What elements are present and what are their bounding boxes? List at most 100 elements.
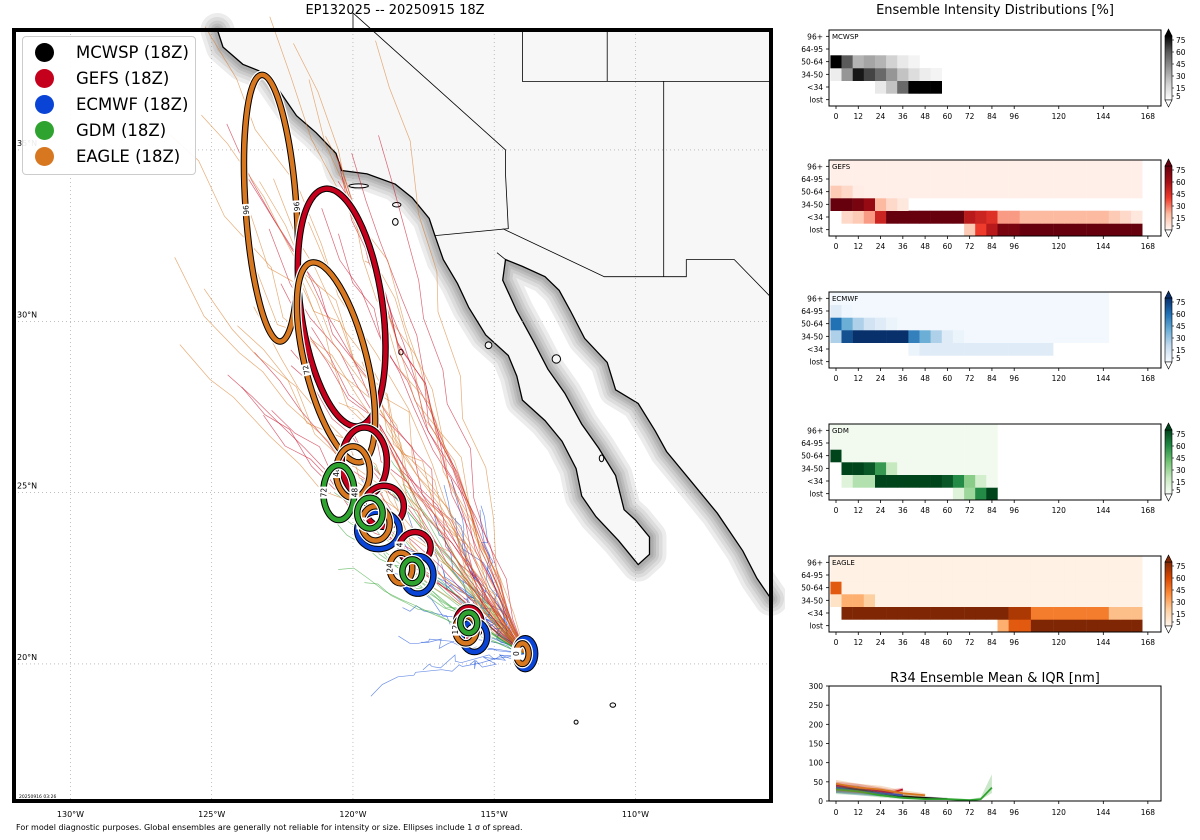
heatmap-cell bbox=[997, 160, 1009, 173]
state-border bbox=[502, 228, 772, 298]
lat-tick-label: 25°N bbox=[17, 482, 37, 491]
ensemble-track-line bbox=[361, 361, 526, 654]
colorbar-tick-label: 60 bbox=[1176, 442, 1186, 451]
colorbar-max-arrow bbox=[1164, 290, 1173, 299]
heatmap-cell bbox=[1131, 160, 1143, 173]
heatmap-cell bbox=[908, 424, 920, 437]
heatmap-cell bbox=[941, 606, 954, 620]
ensemble-track-line bbox=[364, 582, 526, 655]
x-tick-label: 0 bbox=[834, 638, 839, 647]
heatmap-cell bbox=[1075, 223, 1087, 237]
heatmap-cell bbox=[841, 424, 853, 437]
heatmap-cell bbox=[930, 424, 942, 437]
colorbar-tick-label: 60 bbox=[1176, 48, 1186, 57]
heatmap-cell bbox=[863, 172, 876, 186]
heatmap-cell bbox=[1053, 556, 1065, 569]
heatmap-cell bbox=[1120, 568, 1132, 582]
heatmap-cell bbox=[1053, 185, 1065, 199]
colorbar-tick-label: 30 bbox=[1176, 466, 1186, 475]
heatmap-cell bbox=[908, 160, 920, 173]
state-border bbox=[496, 252, 506, 260]
ellipse-hour-label: 96 bbox=[241, 205, 251, 215]
heatmap-cell bbox=[1075, 185, 1087, 199]
heatmap-cell bbox=[1097, 581, 1110, 595]
heatmap-cell bbox=[875, 304, 887, 318]
heatmap-cell bbox=[863, 606, 876, 620]
heatmap-cell bbox=[986, 330, 998, 343]
colorbar-tick-label: 45 bbox=[1176, 586, 1186, 595]
heatmap-cell bbox=[1008, 160, 1020, 173]
x-tick-label: 12 bbox=[854, 638, 864, 647]
heatmap-cell bbox=[997, 210, 1009, 224]
heatmap-cell bbox=[841, 292, 853, 305]
heatmap-cell bbox=[1019, 223, 1032, 237]
heatmap-cell bbox=[1075, 556, 1087, 569]
ellipse-label-bg bbox=[331, 466, 342, 479]
heatmap-cell bbox=[852, 581, 865, 595]
heatmap-cell bbox=[919, 160, 931, 173]
heatmap-cell bbox=[1120, 556, 1132, 569]
colorbar-max-arrow bbox=[1164, 422, 1173, 431]
x-tick-label: 168 bbox=[1141, 374, 1156, 383]
heatmap-cell bbox=[1131, 210, 1143, 224]
heatmap-cell bbox=[897, 198, 909, 211]
heatmap-cell bbox=[964, 462, 976, 475]
heatmap-cell bbox=[908, 292, 920, 305]
heatmap-cell bbox=[1075, 330, 1087, 343]
x-tick-label: 36 bbox=[898, 808, 908, 817]
uncertainty-ellipse-gdm bbox=[455, 608, 482, 638]
heatmap-cell bbox=[897, 55, 909, 69]
colorbar-tick-label: 75 bbox=[1176, 36, 1186, 45]
heatmap-cell bbox=[1064, 619, 1076, 633]
heatmap-panel-eagle: EAGLE lost <34 34-50 50-64 64-95 96+ 0 12 24 36 48 6… bbox=[801, 554, 1186, 647]
legend-item-mcwsp: MCWSP (18Z) bbox=[35, 40, 189, 64]
y-tick-label: lost bbox=[809, 96, 823, 105]
y-tick-label: <34 bbox=[807, 345, 823, 354]
heatmap-cell bbox=[1075, 619, 1087, 633]
x-tick-label: 0 bbox=[834, 112, 839, 121]
colorbar-tick-label: 75 bbox=[1176, 430, 1186, 439]
heatmap-cell bbox=[964, 160, 976, 173]
heatmap-cell bbox=[897, 449, 909, 463]
heatmap-cell bbox=[997, 185, 1009, 199]
x-tick-label: 96 bbox=[1009, 374, 1019, 383]
heatmap-cell bbox=[886, 80, 898, 94]
heatmap-cell bbox=[1053, 330, 1065, 343]
ensemble-track-line bbox=[338, 233, 526, 654]
heatmap-cell bbox=[875, 568, 887, 582]
ensemble-track-line bbox=[269, 16, 526, 654]
y-tick-label: 50-64 bbox=[801, 58, 823, 67]
heatmap-cell bbox=[1042, 342, 1054, 356]
heatmap-cell bbox=[875, 462, 887, 475]
x-tick-label: 144 bbox=[1096, 374, 1111, 383]
model-legend: MCWSP (18Z) GEFS (18Z) ECMWF (18Z) GDM (… bbox=[22, 36, 196, 175]
heatmap-cell bbox=[919, 581, 931, 595]
heatmap-cell bbox=[1086, 317, 1098, 331]
heatmap-cell bbox=[852, 198, 865, 211]
x-tick-label: 84 bbox=[987, 506, 997, 515]
heatmap-cell bbox=[930, 304, 942, 318]
heatmap-cell bbox=[1097, 210, 1110, 224]
heatmap-cell bbox=[1097, 619, 1110, 633]
x-tick-label: 60 bbox=[943, 808, 953, 817]
heatmap-cell bbox=[1120, 172, 1132, 186]
heatmap-cell bbox=[886, 568, 898, 582]
island bbox=[392, 218, 399, 226]
heatmap-cell bbox=[1019, 556, 1032, 569]
heatmap-cell bbox=[1042, 210, 1054, 224]
heatmap-cell bbox=[1030, 606, 1043, 620]
heatmap-cell bbox=[986, 581, 998, 595]
y-tick-label: <34 bbox=[807, 477, 823, 486]
heatmap-cell bbox=[964, 330, 976, 343]
heatmap-cell bbox=[897, 568, 909, 582]
heatmap-cell bbox=[930, 594, 942, 607]
heatmap-cell bbox=[930, 160, 942, 173]
heatmap-cell bbox=[1064, 581, 1076, 595]
heatmap-cell bbox=[964, 568, 976, 582]
heatmap-cell bbox=[975, 474, 987, 488]
colorbar-min-arrow bbox=[1164, 625, 1173, 634]
colorbar bbox=[1164, 35, 1173, 101]
heatmap-cell bbox=[1131, 619, 1143, 633]
heatmap-cell bbox=[952, 160, 965, 173]
heatmap-cell bbox=[1008, 330, 1020, 343]
